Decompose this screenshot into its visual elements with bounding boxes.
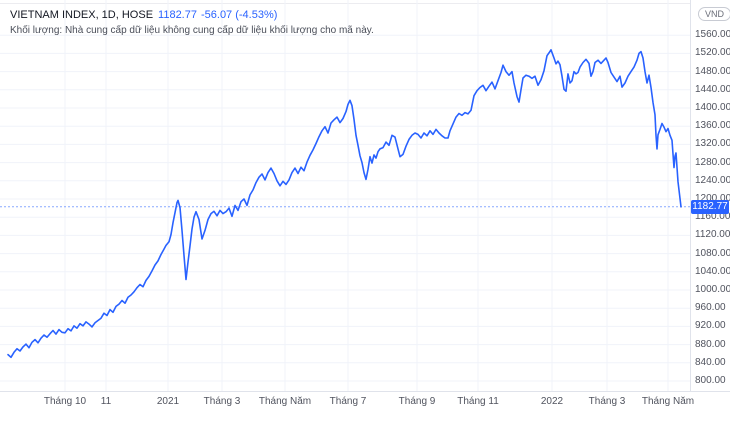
legend-last-price: 1182.77 (158, 9, 197, 21)
price-line-series[interactable] (7, 48, 682, 359)
price-tick-label: 1280.00 (695, 156, 730, 168)
volume-note: Khối lượng: Nhà cung cấp dữ liệu không c… (10, 25, 374, 36)
time-scale[interactable]: Tháng 10 11 2021 Tháng 3 Tháng Năm Tháng 7 Thá… (0, 392, 730, 423)
price-tick-label: 840.00 (695, 356, 726, 368)
price-tick-label: 880.00 (695, 338, 726, 350)
time-tick-label: Tháng 3 (203, 396, 241, 407)
time-tick-label: Tháng Năm (258, 396, 312, 407)
time-tick-label: Tháng 10 (43, 396, 87, 407)
price-tick-label: 800.00 (695, 375, 726, 386)
time-tick-label: Tháng 11 (457, 396, 499, 407)
price-chart-pane[interactable] (0, 0, 690, 391)
time-tick-label: 2021 (156, 396, 180, 407)
price-tick-label: 1360.00 (695, 120, 730, 132)
price-tick-label: 1040.00 (695, 265, 730, 277)
symbol-title[interactable]: VIETNAM INDEX, 1D, HOSE (10, 9, 154, 21)
price-tick-label: 1000.00 (695, 284, 730, 295)
last-price-badge: 1182.77 (691, 199, 729, 214)
price-tick-label: 1080.00 (695, 247, 730, 259)
price-scale[interactable]: VND 1182.77 1560.00 1520.00 1480.00 1440.00… (691, 0, 730, 391)
price-tick-label: 1160.00 (695, 211, 730, 223)
time-tick-label: Tháng Năm (641, 396, 695, 407)
price-tick-label: 1440.00 (695, 83, 730, 95)
time-tick-label: Tháng 9 (398, 396, 436, 407)
price-tick-label: 1240.00 (695, 174, 730, 186)
time-tick-label: 2022 (540, 396, 564, 407)
time-scale-separator (0, 391, 730, 392)
price-tick-label: 1560.00 (695, 29, 730, 41)
price-tick-label: 1480.00 (695, 65, 730, 77)
price-tick-label: 1520.00 (695, 47, 730, 59)
legend-change: -56.07 (-4.53%) (200, 9, 278, 21)
time-tick-label: 11 (100, 396, 112, 407)
price-tick-label: 1200.00 (695, 193, 730, 204)
price-tick-label: 1320.00 (695, 138, 730, 150)
currency-chip[interactable]: VND (698, 7, 730, 21)
price-tick-label: 1120.00 (695, 229, 730, 241)
price-tick-label: 1400.00 (695, 102, 730, 113)
price-tick-label: 920.00 (695, 320, 726, 332)
price-scale-separator (690, 0, 691, 391)
time-tick-label: Tháng 3 (588, 396, 626, 407)
time-tick-label: Tháng 7 (329, 396, 367, 407)
chart-legend[interactable]: VIETNAM INDEX, 1D, HOSE 1182.77 -56.07 (-4… (10, 8, 374, 38)
price-tick-label: 960.00 (695, 302, 726, 314)
top-border-line (0, 3, 690, 4)
